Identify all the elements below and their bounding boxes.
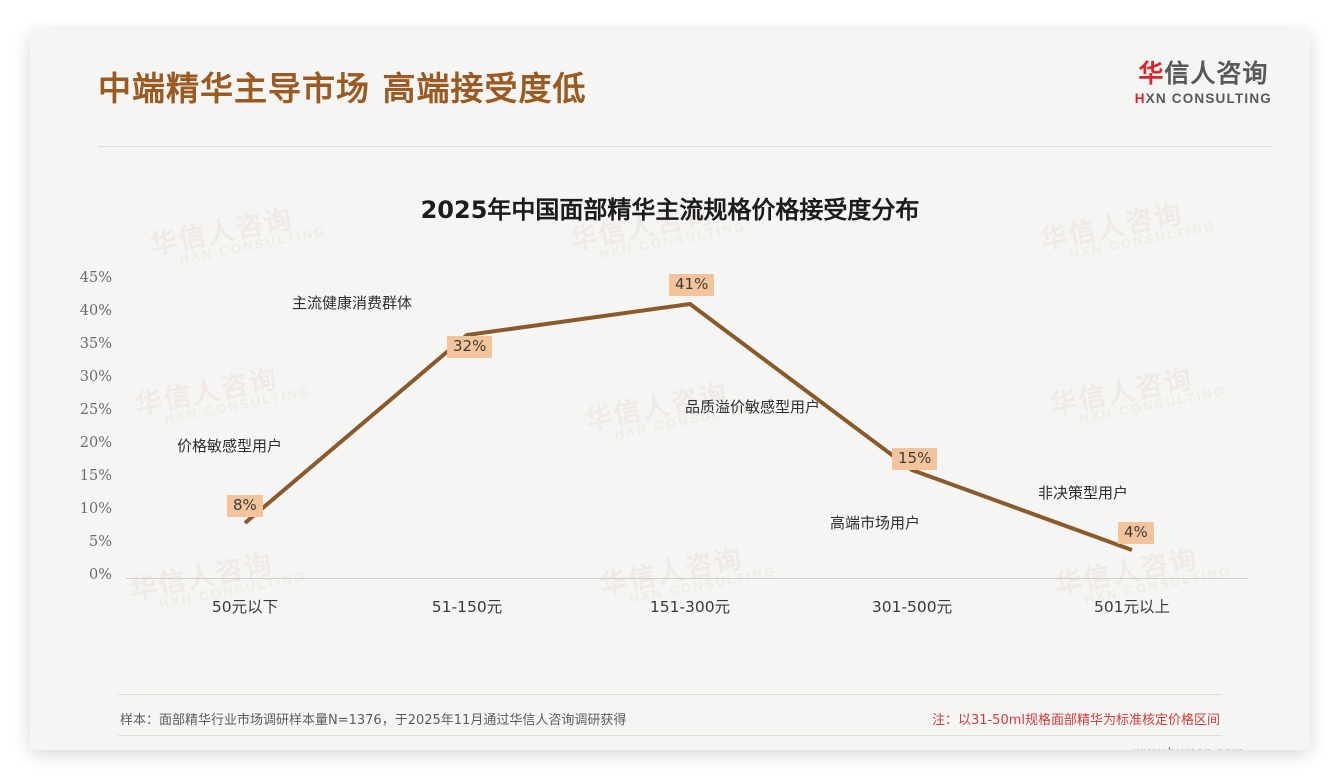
y-axis-tick-40: 40%	[79, 303, 112, 319]
x-axis-label-3: 301-500元	[871, 598, 953, 616]
y-axis-tick-5: 5%	[88, 534, 112, 550]
logo-en-accent: H	[1134, 91, 1146, 106]
logo-en-rest: XN CONSULTING	[1145, 91, 1272, 106]
value-label-4: 4%	[1118, 522, 1154, 545]
y-axis-tick-0: 0%	[88, 567, 112, 583]
annotation-price-sensitive: 价格敏感型用户	[177, 437, 283, 455]
copyright-text: ©2026.1 HXR华信人咨询	[96, 746, 251, 750]
series-line	[243, 301, 1133, 552]
chart-title: 2025年中国面部精华主流规格价格接受度分布	[420, 196, 920, 224]
value-label-2: 41%	[669, 274, 715, 297]
value-label-0: 8%	[227, 495, 263, 518]
y-axis-tick-25: 25%	[79, 402, 112, 418]
y-axis-tick-15: 15%	[79, 468, 112, 484]
x-axis-label-2: 151-300元	[649, 598, 731, 616]
logo-english-text: HXN CONSULTING	[1135, 91, 1272, 106]
website-url: www.hxrcon.com	[1133, 746, 1244, 750]
methodology-note: 注：以31-50ml规格面部精华为标准核定价格区间	[931, 713, 1220, 728]
x-axis-label-1: 51-150元	[431, 598, 503, 616]
company-logo: 华信人咨询 HXN CONSULTING	[1135, 54, 1272, 106]
sample-note: 样本：面部精华行业市场调研样本量N=1376，于2025年11月通过华信人咨询调…	[120, 713, 627, 728]
y-axis-tick-35: 35%	[79, 336, 112, 352]
annotation-premium-sensitive: 品质溢价敏感型用户	[685, 398, 821, 416]
page-title: 中端精华主导市场 高端接受度低	[98, 69, 587, 108]
logo-chinese-text: 华信人咨询	[1135, 54, 1272, 90]
value-label-3: 15%	[892, 448, 938, 471]
line-chart: 45% 40% 35% 30% 25% 20% 15% 10% 5% 0% 8%…	[30, 30, 1310, 750]
footer-divider-top	[118, 694, 1222, 695]
y-axis-tick-20: 20%	[79, 435, 112, 451]
annotation-high-end: 高端市场用户	[830, 514, 921, 532]
slide-header: 中端精华主导市场 高端接受度低 华信人咨询 HXN CONSULTING	[30, 30, 1310, 118]
x-axis-label-4: 501元以上	[1093, 598, 1171, 616]
header-divider	[98, 146, 1272, 147]
slide-canvas: 华信人咨询 HXN CONSULTING 华信人咨询 HXN CONSULTIN…	[30, 30, 1310, 750]
y-axis-tick-30: 30%	[79, 369, 112, 385]
x-axis-line	[126, 578, 1248, 579]
y-axis-tick-10: 10%	[79, 501, 112, 517]
logo-cn-rest: 信人咨询	[1164, 59, 1269, 88]
value-label-1: 32%	[447, 336, 493, 359]
annotation-non-decision: 非决策型用户	[1038, 484, 1129, 502]
y-axis-tick-45: 45%	[79, 270, 112, 286]
chart-line-svg	[243, 301, 1133, 552]
logo-cn-accent: 华	[1138, 59, 1165, 88]
annotation-mainstream: 主流健康消费群体	[292, 294, 413, 312]
x-axis-label-0: 50元以下	[211, 598, 279, 616]
footer-divider-bottom	[118, 735, 1222, 736]
